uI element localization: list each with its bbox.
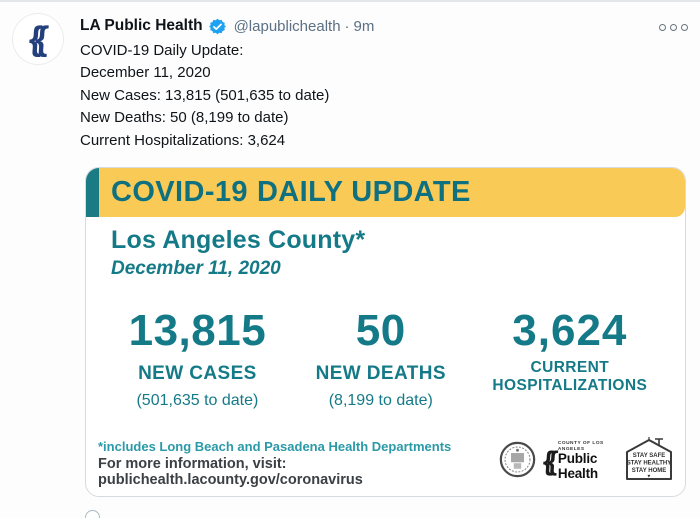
stat-sub: (8,199 to date) <box>328 392 433 409</box>
banner-title-strong: COVID-19 <box>111 176 248 208</box>
svg-text:♥: ♥ <box>648 474 651 480</box>
tweet-text: COVID-19 Daily Update: December 11, 2020… <box>80 40 560 152</box>
banner-background: COVID-19 DAILY UPDATE <box>99 168 685 217</box>
tweet-header: LA Public Health @lapublichealth · 9m <box>80 17 374 35</box>
public-health-logo: {{ COUNTY OF LOS ANGELES Public Health <box>541 441 616 481</box>
badge-line-3: STAY HOME <box>632 468 667 474</box>
banner-title-rest: DAILY UPDATE <box>256 176 471 208</box>
banner-accent-strip <box>86 168 99 217</box>
more-icon <box>681 24 688 31</box>
author-handle[interactable]: @lapublichealth <box>233 17 341 35</box>
stat-sub: (501,635 to date) <box>136 392 259 409</box>
covid-update-card-image[interactable]: COVID-19 DAILY UPDATE Los Angeles County*… <box>85 167 686 497</box>
badge-line-1: STAY SAFE <box>633 453 666 459</box>
stay-home-badge-icon: STAY SAFE STAY HEALTHY STAY HOME ♥ <box>623 436 675 487</box>
stat-value: 3,624 <box>512 306 628 355</box>
reply-icon[interactable] <box>85 510 100 518</box>
card-date: December 11, 2020 <box>111 258 281 279</box>
stat-value: 50 <box>355 306 406 355</box>
tweet-text-line: Current Hospitalizations: 3,624 <box>80 131 286 149</box>
more-options-button[interactable] <box>657 22 690 33</box>
footnote: *includes Long Beach and Pasadena Health… <box>98 439 452 454</box>
county-seal-icon <box>499 441 536 483</box>
more-icon <box>659 24 666 31</box>
ph-logo-name-text: Public Health <box>557 450 598 481</box>
banner-title: COVID-19 DAILY UPDATE <box>111 176 471 209</box>
card-footer: *includes Long Beach and Pasadena Health… <box>86 436 685 490</box>
stat-current-hospitalizations: 3,624 CURRENT HOSPITALIZATIONS <box>467 306 673 410</box>
footer-logos: {{ COUNTY OF LOS ANGELES Public Health S… <box>499 436 675 488</box>
timestamp[interactable]: 9m <box>353 17 375 35</box>
tweet-text-line: New Cases: 13,815 (501,635 to date) <box>80 86 330 104</box>
footer-text: *includes Long Beach and Pasadena Health… <box>98 439 499 488</box>
stats-row: 13,815 NEW CASES (501,635 to date) 50 NE… <box>86 306 685 410</box>
public-health-logo-icon: {{ <box>541 446 553 476</box>
info-line: For more information, visit: publichealt… <box>98 456 363 488</box>
dot-separator: · <box>344 17 350 35</box>
region-title: Los Angeles County* <box>111 226 366 254</box>
tweet-text-line: December 11, 2020 <box>80 64 211 82</box>
more-icon <box>670 24 677 31</box>
ph-logo-county-text: COUNTY OF LOS ANGELES <box>557 441 604 452</box>
verified-badge-icon <box>208 18 226 35</box>
stat-new-cases: 13,815 NEW CASES (501,635 to date) <box>100 306 295 410</box>
stat-value: 13,815 <box>128 306 267 355</box>
stat-label: NEW DEATHS <box>315 363 446 384</box>
stat-label: NEW CASES <box>138 363 257 384</box>
tweet-text-line: COVID-19 Daily Update: <box>80 42 244 59</box>
stat-label: CURRENT HOSPITALIZATIONS <box>492 359 648 395</box>
avatar[interactable]: {{ <box>13 14 63 64</box>
author-name[interactable]: LA Public Health <box>80 17 203 34</box>
tweet-text-line: New Deaths: 50 (8,199 to date) <box>80 109 289 127</box>
la-public-health-logo-icon: {{ <box>27 19 43 58</box>
top-divider <box>0 0 700 2</box>
card-banner: COVID-19 DAILY UPDATE <box>86 168 685 217</box>
badge-line-2: STAY HEALTHY <box>627 461 671 467</box>
stat-new-deaths: 50 NEW DEATHS (8,199 to date) <box>295 306 467 410</box>
